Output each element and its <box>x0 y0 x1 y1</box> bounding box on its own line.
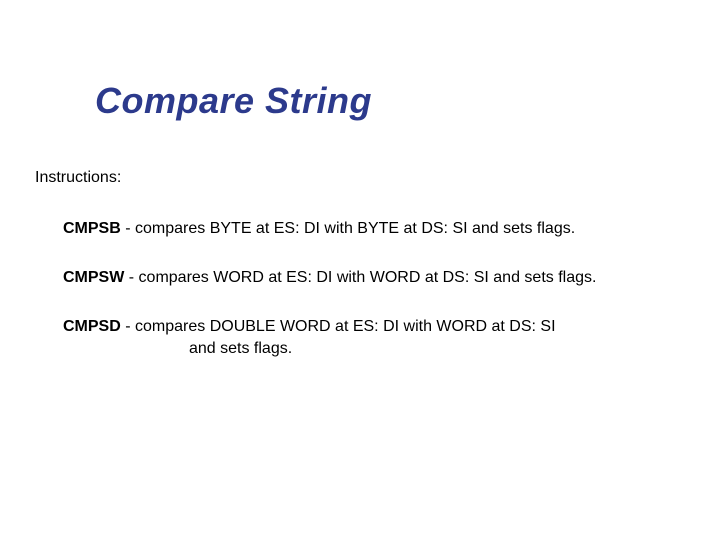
desc-cmpsd-line2: and sets flags. <box>63 338 663 360</box>
instruction-cmpsw: CMPSW - compares WORD at ES: DI with WOR… <box>63 267 596 289</box>
instruction-cmpsd: CMPSD - compares DOUBLE WORD at ES: DI w… <box>63 316 663 359</box>
slide-title: Compare String <box>95 80 372 122</box>
desc-cmpsw: - compares WORD at ES: DI with WORD at D… <box>124 269 596 286</box>
desc-cmpsd-line1: - compares DOUBLE WORD at ES: DI with WO… <box>121 318 556 335</box>
mnemonic-cmpsb: CMPSB <box>63 220 121 237</box>
mnemonic-cmpsw: CMPSW <box>63 269 124 286</box>
mnemonic-cmpsd: CMPSD <box>63 318 121 335</box>
instruction-cmpsb: CMPSB - compares BYTE at ES: DI with BYT… <box>63 218 575 240</box>
slide: Compare String Instructions: CMPSB - com… <box>0 0 720 540</box>
instructions-heading: Instructions: <box>35 169 121 187</box>
desc-cmpsb: - compares BYTE at ES: DI with BYTE at D… <box>121 220 575 237</box>
